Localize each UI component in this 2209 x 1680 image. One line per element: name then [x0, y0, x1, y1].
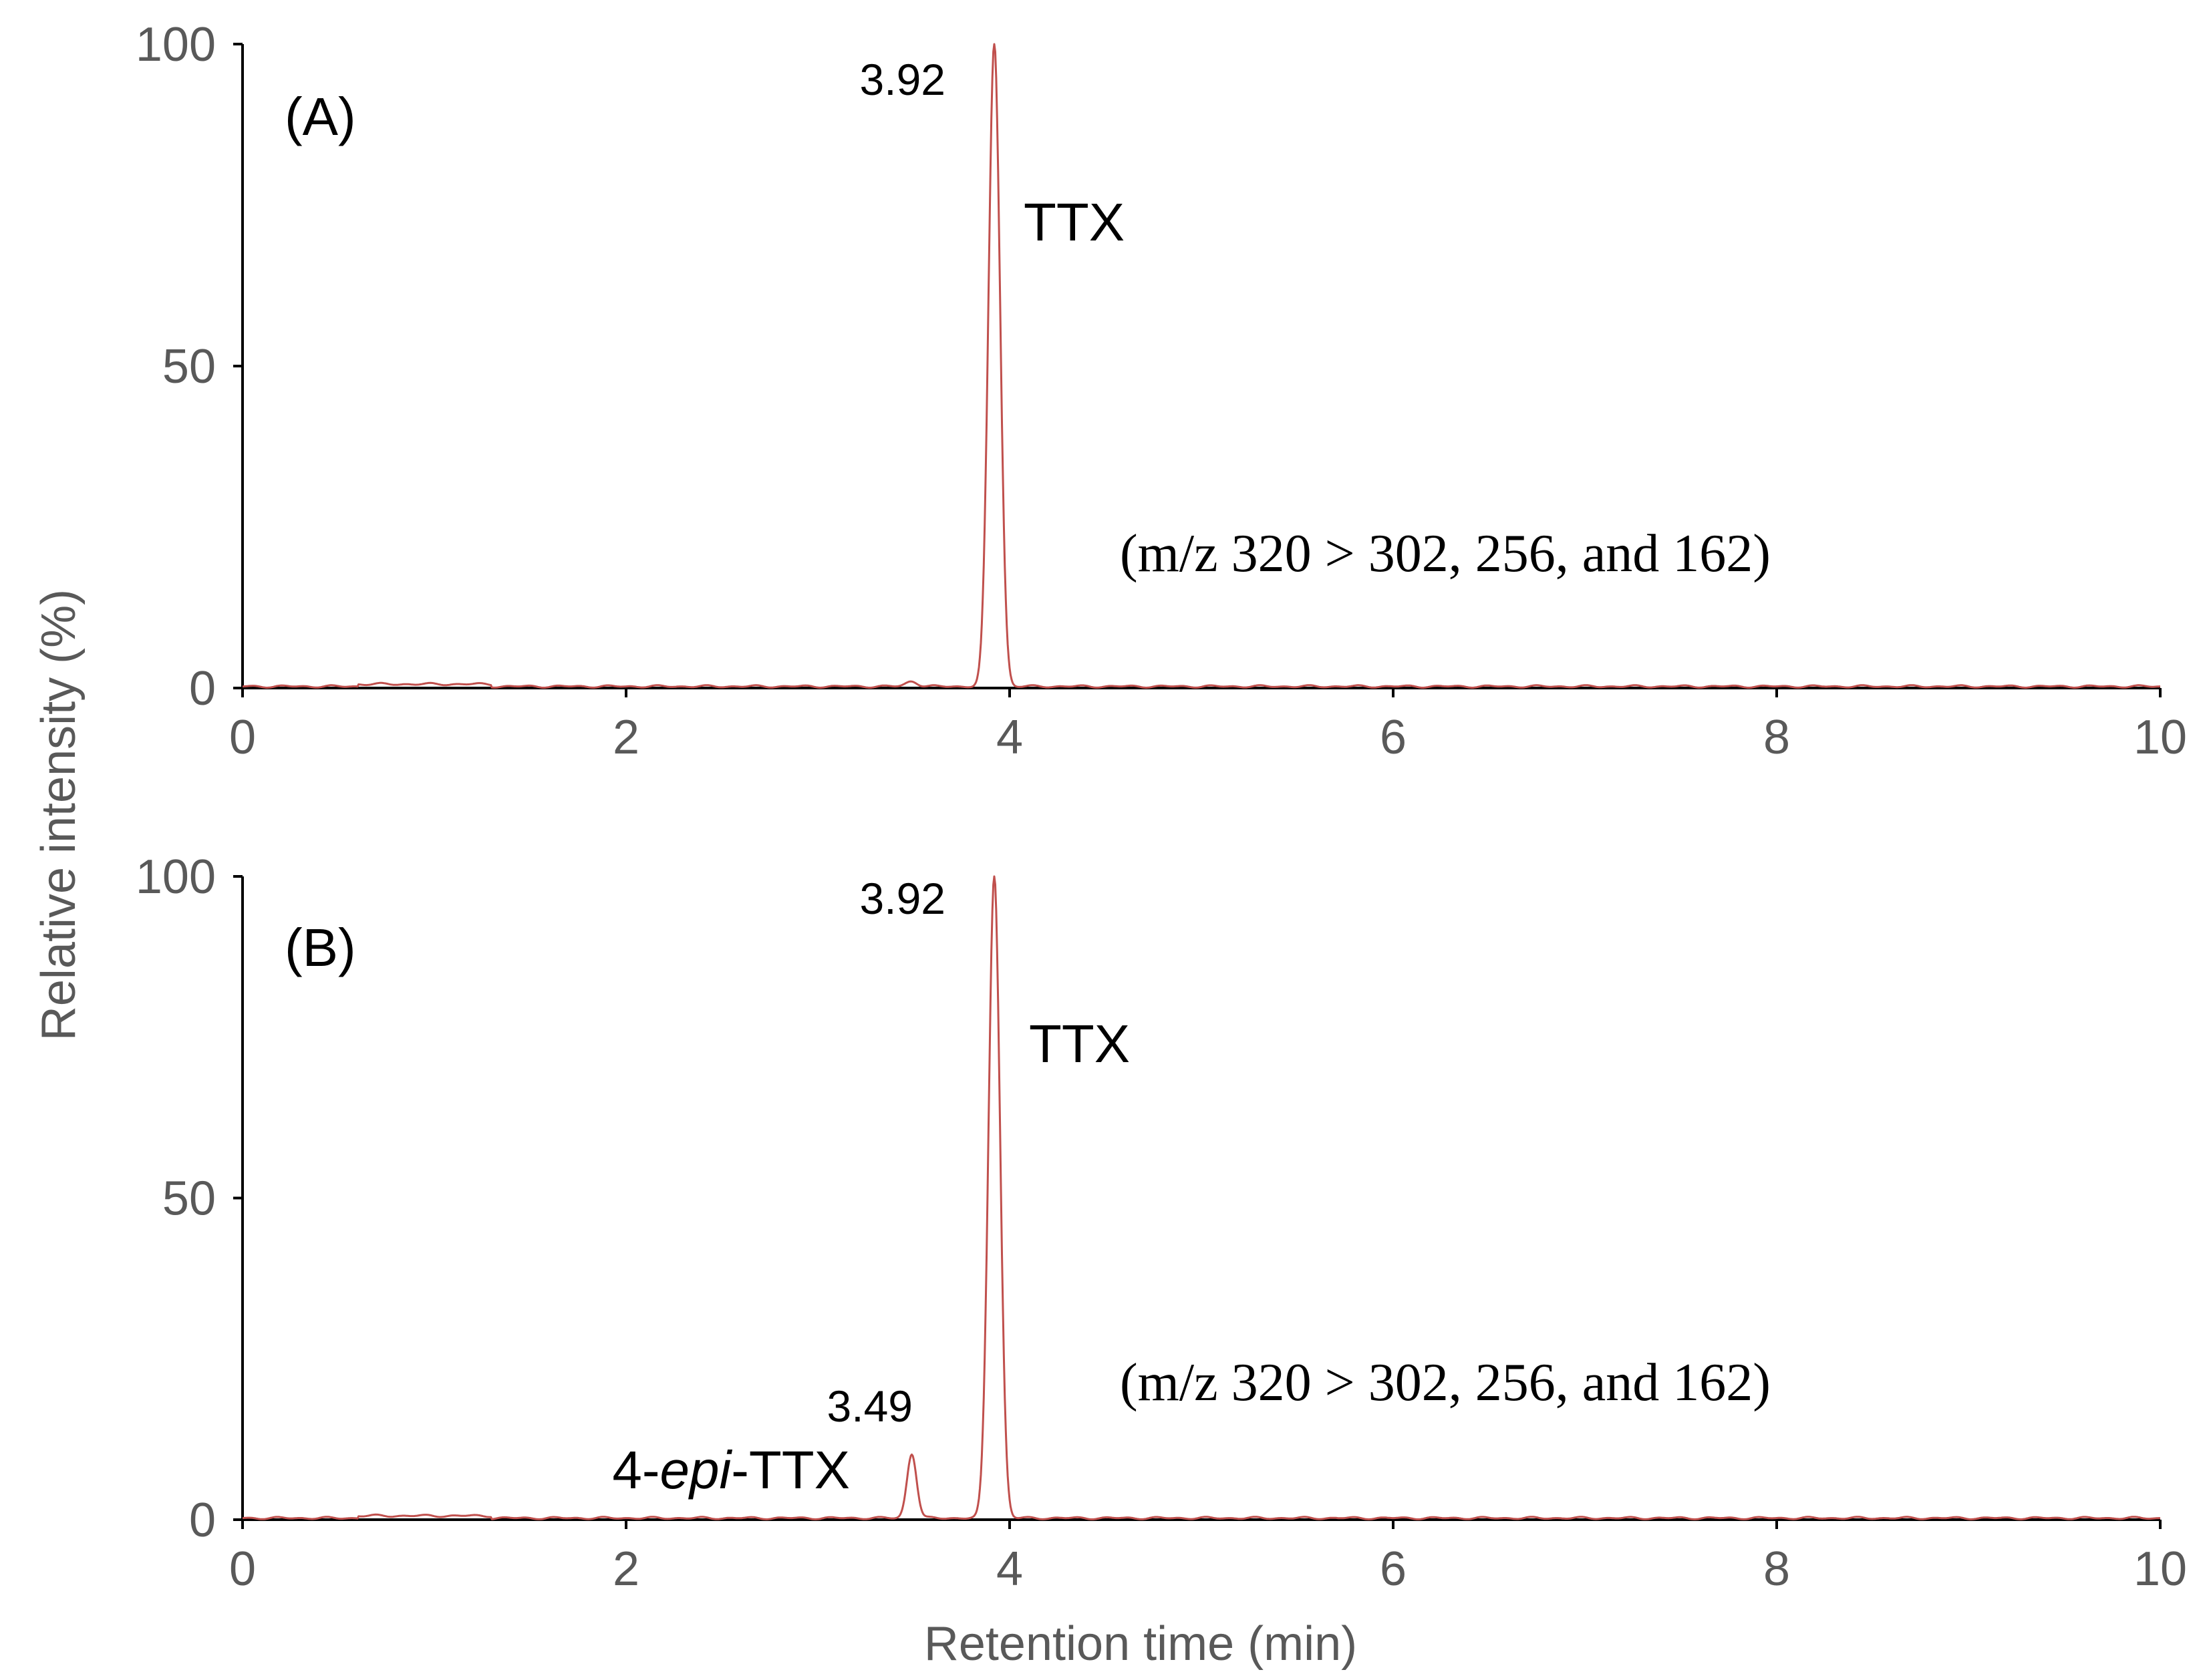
- panel-b-label: (B): [285, 918, 356, 977]
- panel-b-peak-label-epi-rt: 3.49: [827, 1381, 913, 1431]
- epi-label-prefix: 4-: [612, 1440, 659, 1500]
- panel-a-x-tick-label: 10: [2133, 711, 2187, 764]
- panel-b-peak-label-4-epi-ttx: 4-epi-TTX: [612, 1440, 850, 1500]
- panel-b-transition-label: (m/z 320 > 302, 256, and 162): [1120, 1353, 1771, 1412]
- panel-a-y-tick-label: 100: [136, 18, 216, 71]
- panel-b-x-tick-label: 4: [996, 1542, 1023, 1596]
- panel-b-x-tick-label: 2: [613, 1542, 639, 1596]
- panel-b-y-tick-label: 50: [162, 1172, 216, 1226]
- epi-label-italic: epi: [660, 1440, 733, 1500]
- panel-b-x-tick-label: 8: [1763, 1542, 1790, 1596]
- epi-label-suffix: -TTX: [731, 1440, 850, 1500]
- panel-a-x-tick-label: 6: [1380, 711, 1407, 764]
- x-axis-title: Retention time (min): [924, 1617, 1357, 1671]
- panel-a-y-tick-label: 0: [189, 662, 216, 715]
- y-axis-title: Relative intensity (%): [32, 589, 86, 1041]
- panel-a-chromatogram-trace: [242, 43, 2161, 689]
- panel-a-peak-label-ttx-rt: 3.92: [860, 55, 945, 104]
- panel-a-x-tick-label: 2: [613, 711, 639, 764]
- panel-a-peak-label-ttx: TTX: [1024, 192, 1125, 252]
- panel-b-peak-label-ttx: TTX: [1029, 1014, 1130, 1073]
- panel-a-x-tick-label: 0: [229, 711, 256, 764]
- panel-b-x-tick-label: 6: [1380, 1542, 1407, 1596]
- panel-a-transition-label: (m/z 320 > 302, 256, and 162): [1120, 524, 1771, 583]
- panel-a-x-tick-label: 8: [1763, 711, 1790, 764]
- panel-b-x-tick-label: 10: [2133, 1542, 2187, 1596]
- panel-a-y-tick-label: 50: [162, 340, 216, 393]
- panel-b-y-tick-label: 100: [136, 850, 216, 904]
- panel-b-x-tick-label: 0: [229, 1542, 256, 1596]
- panel-a-x-tick-label: 4: [996, 711, 1023, 764]
- panel-b-peak-label-ttx-rt: 3.92: [860, 874, 945, 923]
- panel-b-chromatogram-trace: [242, 875, 2161, 1520]
- panel-a-label: (A): [285, 87, 356, 146]
- panel-b-y-tick-label: 0: [189, 1494, 216, 1547]
